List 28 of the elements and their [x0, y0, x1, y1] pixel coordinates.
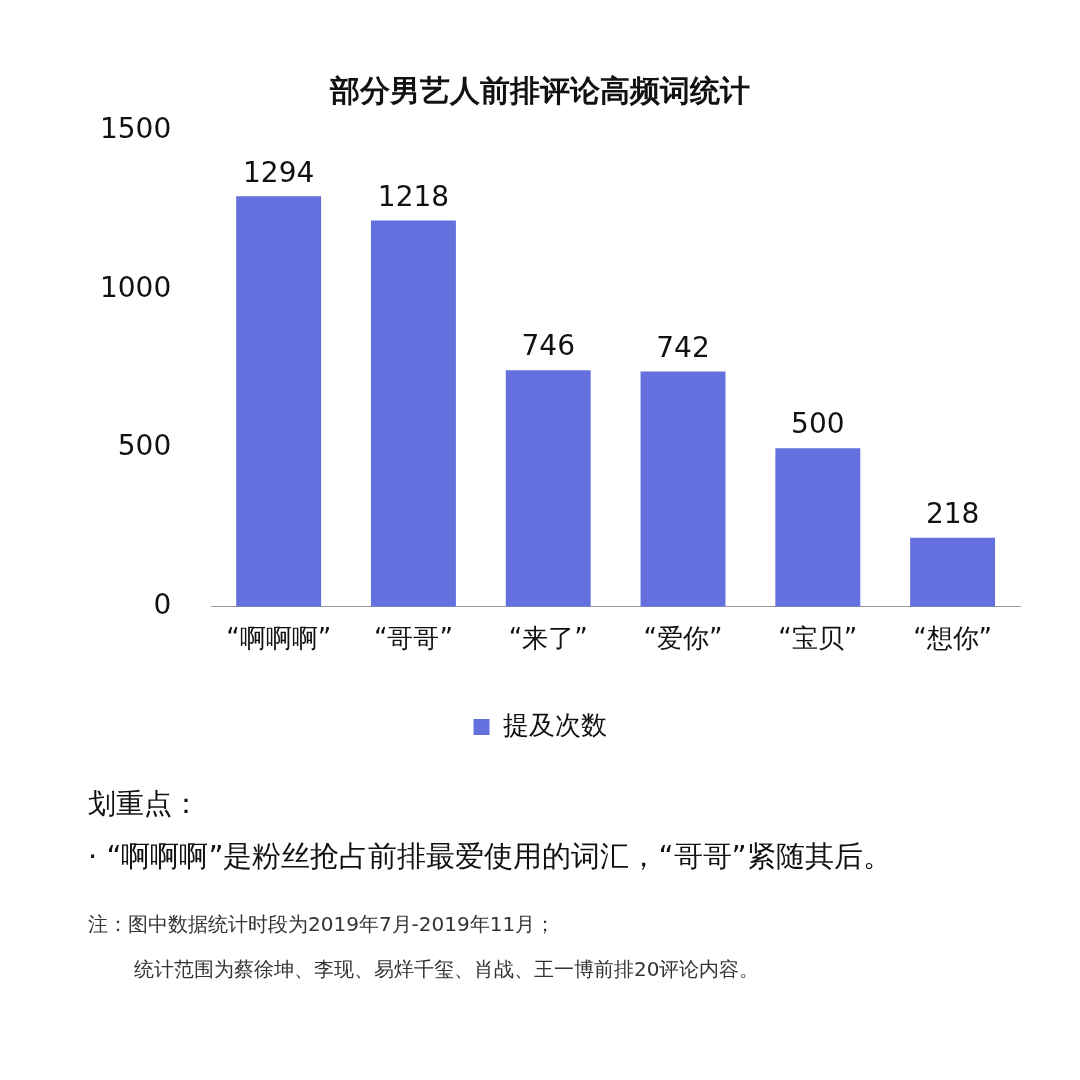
x-tick-label: “哥哥” — [373, 623, 453, 654]
chart-title: 部分男艺人前排评论高频词统计 — [329, 72, 750, 108]
x-tick-label: “啊啊啊” — [226, 623, 332, 654]
text: · “啊啊啊”是粉丝抢占前排最爱使用的词汇，“哥哥”紧随其后。 — [88, 838, 893, 875]
x-tick-label: “爱你” — [643, 623, 723, 654]
text: 划重点： — [88, 786, 201, 822]
data-label: 218 — [925, 496, 980, 530]
x-tick-label: “来了” — [508, 623, 588, 654]
legend-label: 提及次数 — [502, 709, 607, 740]
y-tick-label: 500 — [117, 429, 172, 463]
data-label: 500 — [791, 407, 845, 441]
text: 注：图中数据统计时段为2019年7月-2019年11月； — [88, 911, 557, 938]
bar — [370, 220, 456, 607]
bar — [640, 371, 726, 607]
y-tick-label: 1000 — [99, 270, 172, 304]
y-tick-label: 0 — [153, 588, 172, 622]
x-tick-label: “想你” — [913, 623, 993, 654]
bar — [236, 196, 322, 607]
data-label: 1294 — [243, 155, 315, 189]
bar — [910, 537, 996, 607]
x-tick-label: “宝贝” — [778, 623, 858, 654]
data-label: 1218 — [377, 179, 450, 213]
y-tick-label: 1500 — [99, 112, 172, 146]
bar — [505, 370, 591, 607]
text: 统计范围为蔡徐坤、李现、易烊千玺、肖战、王一博前排20评论内容。 — [133, 956, 761, 983]
data-label: 746 — [521, 329, 575, 363]
data-label: 742 — [656, 330, 710, 364]
bar — [775, 448, 861, 607]
